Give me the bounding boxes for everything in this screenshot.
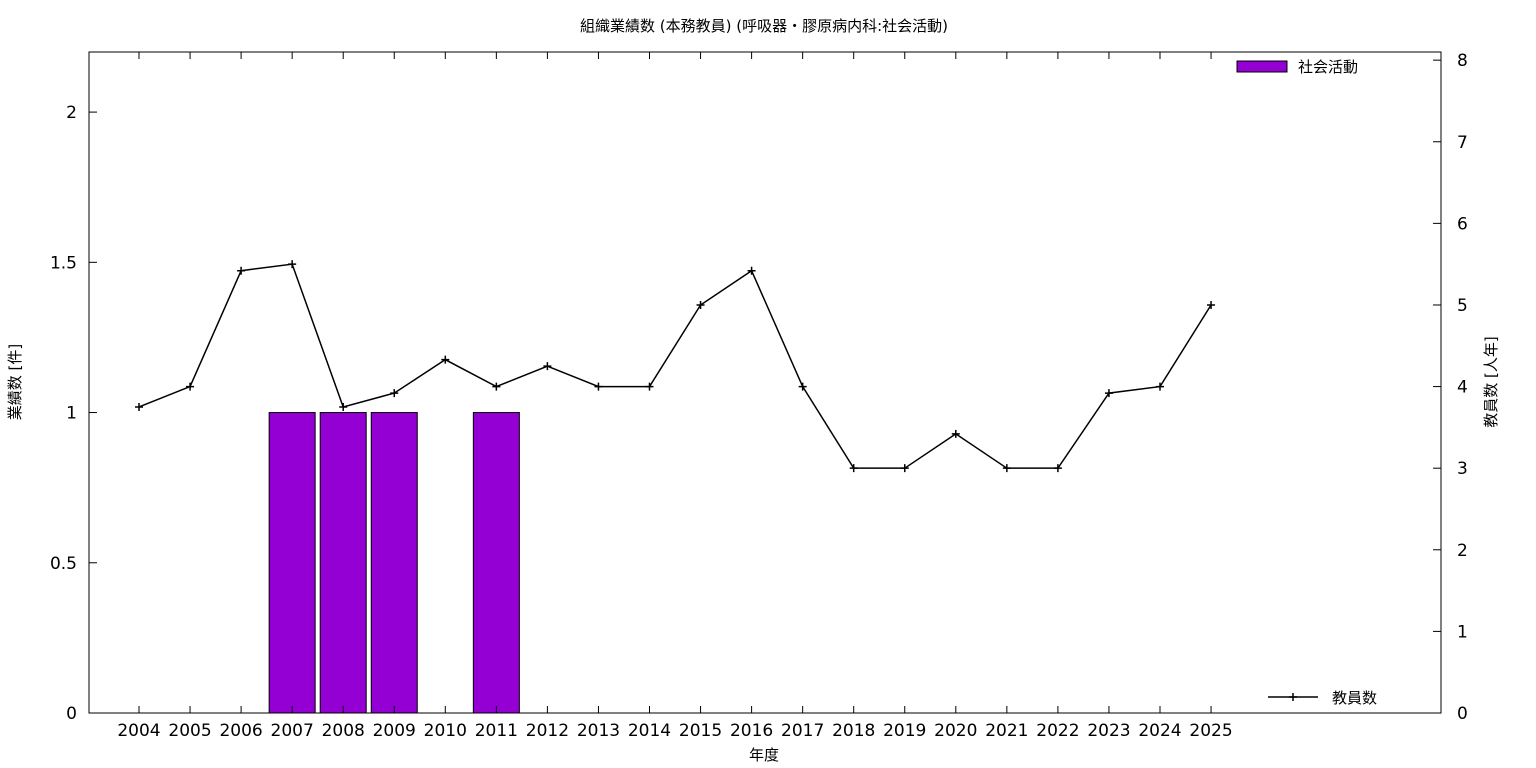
point-2016	[747, 266, 756, 275]
ticks-group: 2004 2005 2006 2007 2008 2009 2010 2011 2012 2013…	[50, 51, 1468, 741]
y2-axis-title: 教員数 [人年]	[1482, 336, 1500, 427]
line-group	[135, 260, 1216, 473]
y-axis-title: 業績数 [件]	[6, 344, 24, 420]
bar-2007	[268, 412, 316, 714]
bars-group	[268, 412, 520, 714]
point-2014	[645, 382, 654, 391]
x-axis-title: 年度	[749, 746, 779, 764]
y2-tick-label: 4	[1457, 378, 1468, 398]
point-2021	[1002, 464, 1011, 473]
point-2018	[849, 464, 858, 473]
legend-bar-label: 社会活動	[1298, 58, 1358, 76]
x-tick-label: 2009	[373, 721, 416, 741]
y2-tick-label: 6	[1457, 214, 1468, 234]
bar-2011	[472, 412, 520, 714]
y2-tick-label: 3	[1457, 459, 1468, 479]
x-tick-label: 2016	[730, 721, 773, 741]
faculty-line	[138, 263, 1212, 469]
x-tick-label: 2004	[117, 721, 160, 741]
y2-tick-label: 2	[1457, 541, 1468, 561]
y2-tick-label: 7	[1457, 133, 1468, 153]
point-2005	[186, 382, 195, 391]
point-2004	[135, 402, 143, 411]
point-2023	[1104, 389, 1113, 398]
x-tick-label: 2017	[781, 721, 824, 741]
y2-tick-label: 1	[1457, 622, 1468, 642]
y2-tick-label: 5	[1457, 296, 1468, 316]
point-2017	[798, 382, 807, 391]
x-tick-label: 2019	[883, 721, 926, 741]
x-tick-label: 2010	[424, 721, 467, 741]
y2-tick-label: 0	[1457, 704, 1468, 724]
x-tick-label: 2012	[526, 721, 569, 741]
legend-line: 教員数	[1268, 689, 1377, 707]
point-2008	[339, 402, 348, 411]
point-2024	[1156, 382, 1164, 391]
x-tick-label: 2007	[271, 721, 314, 741]
x-tick-label: 2018	[832, 721, 875, 741]
chart-title: 組織業績数 (本務教員) (呼吸器・膠原病内科:社会活動)	[580, 17, 948, 35]
y-tick-label: 1	[66, 404, 77, 424]
x-tick-label: 2005	[168, 721, 211, 741]
point-2015	[696, 300, 705, 309]
y-tick-label: 0.5	[50, 554, 77, 574]
point-2011	[492, 382, 501, 391]
plot-frame	[88, 51, 1442, 714]
legend-line-label: 教員数	[1332, 689, 1377, 707]
point-2013	[594, 382, 603, 391]
x-tick-label: 2015	[679, 721, 722, 741]
y-tick-label: 1.5	[50, 253, 77, 273]
x-tick-label: 2014	[628, 721, 671, 741]
y2-tick-label: 8	[1457, 51, 1468, 71]
x-tick-label: 2021	[985, 721, 1028, 741]
x-tick-label: 2020	[934, 721, 977, 741]
point-2009	[390, 389, 399, 398]
x-tick-label: 2011	[475, 721, 518, 741]
legend-line-marker	[1289, 693, 1297, 701]
legend-bar: 社会活動	[1236, 58, 1358, 76]
x-tick-label: 2008	[322, 721, 365, 741]
point-2025	[1207, 300, 1216, 309]
point-2006	[237, 266, 246, 275]
x-tick-label: 2023	[1087, 721, 1130, 741]
x-tick-label: 2022	[1036, 721, 1079, 741]
point-2010	[441, 355, 450, 364]
point-2007	[288, 260, 297, 269]
point-2022	[1053, 464, 1062, 473]
y-tick-label: 0	[66, 704, 77, 724]
bar-2009	[370, 412, 418, 714]
x-tick-label: 2025	[1189, 721, 1232, 741]
point-2012	[543, 362, 552, 371]
point-2019	[900, 464, 909, 473]
x-tick-label: 2006	[219, 721, 262, 741]
bar-2008	[319, 412, 367, 714]
x-tick-label: 2024	[1138, 721, 1181, 741]
x-tick-label: 2013	[577, 721, 620, 741]
y-tick-label: 2	[66, 103, 77, 123]
point-2020	[951, 429, 960, 438]
legend-bar-swatch	[1236, 60, 1288, 73]
